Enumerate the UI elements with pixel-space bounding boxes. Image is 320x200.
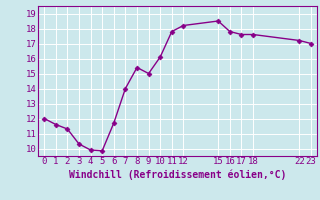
X-axis label: Windchill (Refroidissement éolien,°C): Windchill (Refroidissement éolien,°C) [69, 169, 286, 180]
